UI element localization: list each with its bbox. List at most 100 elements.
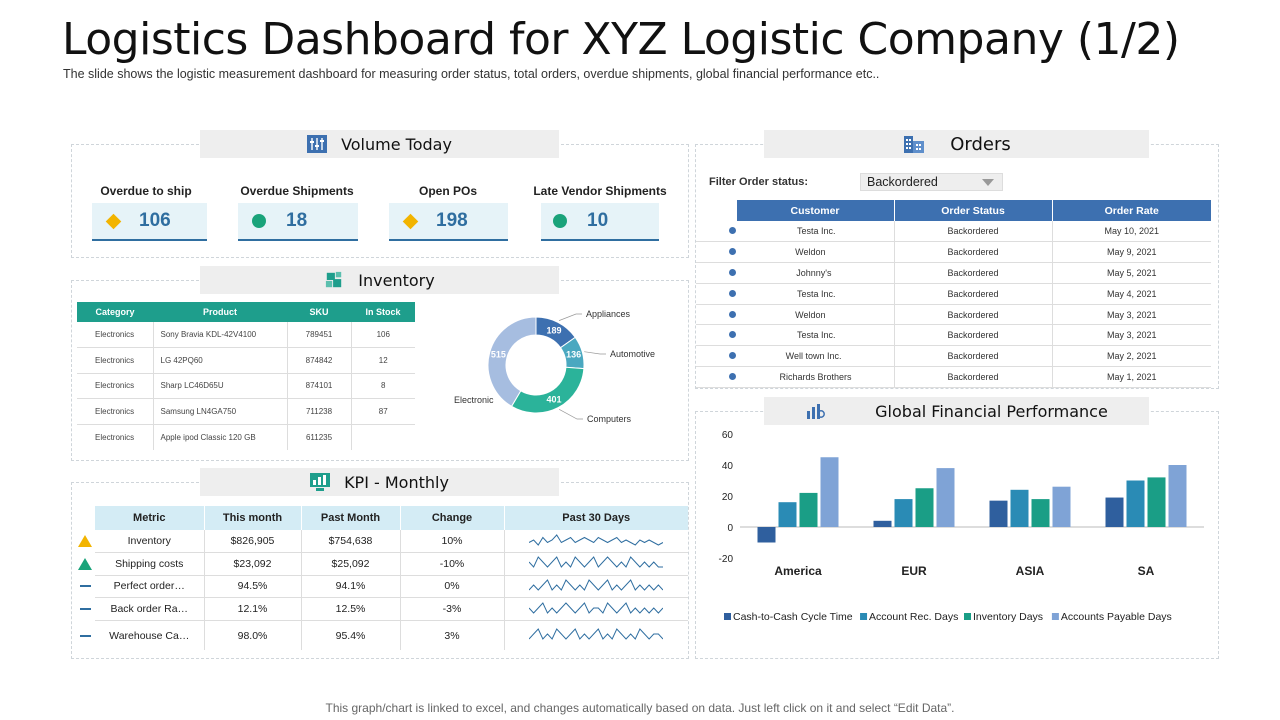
table-cell: 3% — [400, 620, 505, 651]
legend-swatch — [964, 613, 971, 620]
table-row: Well town Inc. Backordered May 2, 2021 — [696, 345, 1211, 368]
table-cell: May 10, 2021 — [1052, 221, 1211, 243]
table-cell: Weldon — [736, 241, 895, 264]
table-cell: LG 42PQ60 — [153, 347, 288, 374]
row-bullet-icon — [696, 221, 736, 243]
inventory-donut-chart: 189 136 401 515 Appliances Automotive Computer… — [454, 309, 655, 424]
table-header-row: Metric This month Past Month Change Past… — [95, 506, 688, 530]
volume-label-late-vendor: Late Vendor Shipments — [533, 184, 667, 198]
table-cell: Backordered — [894, 262, 1053, 284]
table-cell: Electronics — [77, 373, 154, 399]
table-row: Electronics Sharp LC46D65U 874101 8 — [77, 373, 415, 399]
y-tick-label: 20 — [722, 492, 734, 503]
table-cell: 12.1% — [204, 597, 302, 621]
column-header: Past Month — [301, 506, 401, 530]
bar — [1168, 465, 1187, 527]
bar — [1010, 489, 1029, 527]
bar — [1105, 497, 1124, 527]
sparkline — [528, 556, 664, 569]
column-header: Past 30 Days — [504, 506, 688, 530]
sparkline-cell — [504, 620, 688, 650]
sparkline — [528, 628, 664, 641]
order-status-dropdown[interactable]: Backordered — [860, 173, 1003, 191]
kpi-heading: KPI - Monthly — [200, 468, 559, 496]
table-cell: Electronics — [77, 398, 154, 425]
table-cell: -10% — [400, 552, 505, 576]
column-header: SKU — [287, 302, 351, 322]
table-cell: $754,638 — [301, 530, 401, 554]
table-cell: Backordered — [894, 283, 1053, 305]
table-row: Testa Inc. Backordered May 4, 2021 — [696, 283, 1211, 305]
donut-leader-line — [558, 313, 582, 321]
row-bullet-icon — [696, 345, 736, 368]
table-cell: Richards Brothers — [736, 366, 895, 388]
table-row: Electronics Samsung LN4GA750 711238 87 — [77, 398, 415, 425]
row-bullet-icon — [696, 262, 736, 284]
chevron-down-icon[interactable] — [982, 179, 994, 186]
table-cell: May 3, 2021 — [1052, 304, 1211, 326]
financial-heading-label: Global Financial Performance — [875, 401, 1108, 421]
sparkline-path — [529, 533, 664, 546]
row-bullet-icon — [696, 304, 736, 326]
volume-value: 18 — [286, 210, 308, 231]
table-cell: May 2, 2021 — [1052, 345, 1211, 368]
table-cell: 12.5% — [301, 597, 401, 621]
donut-value-label: 189 — [546, 325, 561, 335]
table-cell: 87 — [351, 398, 415, 425]
table-cell: Backordered — [894, 221, 1053, 243]
ok-circle-icon — [553, 214, 567, 228]
bar — [1147, 477, 1166, 527]
table-cell: Perfect order… — [95, 575, 205, 599]
inventory-heading: Inventory — [200, 266, 559, 294]
table-cell: $826,905 — [204, 530, 302, 554]
column-header: Category — [77, 302, 153, 322]
neutral-dash-icon — [80, 630, 94, 642]
table-cell: Backordered — [894, 304, 1053, 326]
inventory-table: Category Product SKU In Stock Electronic… — [77, 302, 415, 450]
bar — [873, 520, 892, 527]
table-cell: -3% — [400, 597, 505, 621]
sparkline — [528, 601, 664, 614]
sparkline — [529, 533, 664, 546]
table-cell: Johnny's — [736, 262, 895, 284]
table-row: Perfect order… 94.5% 94.1% 0% — [95, 575, 688, 599]
x-category-label: ASIA — [1016, 564, 1045, 578]
table-row: Electronics Apple ipod Classic 120 GB 6112… — [77, 424, 415, 450]
table-cell: 874842 — [287, 347, 352, 374]
table-cell: 106 — [351, 322, 415, 348]
table-cell: 94.1% — [301, 575, 401, 599]
x-category-label: EUR — [901, 564, 927, 578]
volume-card-open-pos: 198 — [389, 203, 508, 241]
table-cell: May 1, 2021 — [1052, 366, 1211, 388]
bar — [778, 502, 797, 527]
table-row: Weldon Backordered May 9, 2021 — [696, 241, 1211, 264]
row-bullet-icon — [696, 283, 736, 305]
bar — [1031, 499, 1050, 527]
column-header: Order Status — [894, 200, 1053, 221]
filter-order-status-label: Filter Order status: — [709, 176, 809, 188]
kpi-table: Metric This month Past Month Change Past… — [95, 506, 688, 651]
legend-label: Cash-to-Cash Cycle Time — [733, 611, 853, 623]
table-cell: 12 — [351, 347, 415, 374]
sliders-icon — [307, 135, 328, 153]
sparkline-cell — [504, 575, 688, 599]
table-cell: 711238 — [287, 398, 352, 425]
sparkline-path — [528, 556, 664, 569]
table-row: Warehouse Ca… 98.0% 95.4% 3% — [95, 620, 688, 651]
table-cell: Testa Inc. — [736, 283, 895, 305]
table-cell: Testa Inc. — [736, 221, 895, 243]
column-header: Customer — [736, 200, 895, 221]
volume-value: 106 — [139, 210, 171, 231]
row-bullet-icon — [696, 241, 736, 264]
column-header: Product — [153, 302, 287, 322]
donut-slice — [510, 366, 585, 414]
table-cell: Testa Inc. — [736, 324, 895, 347]
donut-category-label: Automotive — [610, 349, 655, 359]
sparkline-path — [528, 628, 664, 641]
table-row: Electronics LG 42PQ60 874842 12 — [77, 347, 415, 374]
table-cell: 94.5% — [204, 575, 302, 599]
financial-bar-chart: -20 0 20 40 60 America EUR ASIA SA Cash-to-Cash C… — [719, 430, 1204, 623]
table-cell: Sharp LC46D65U — [153, 373, 288, 399]
table-row: Richards Brothers Backordered May 1, 2021 — [696, 366, 1211, 388]
table-cell: Electronics — [77, 322, 154, 348]
